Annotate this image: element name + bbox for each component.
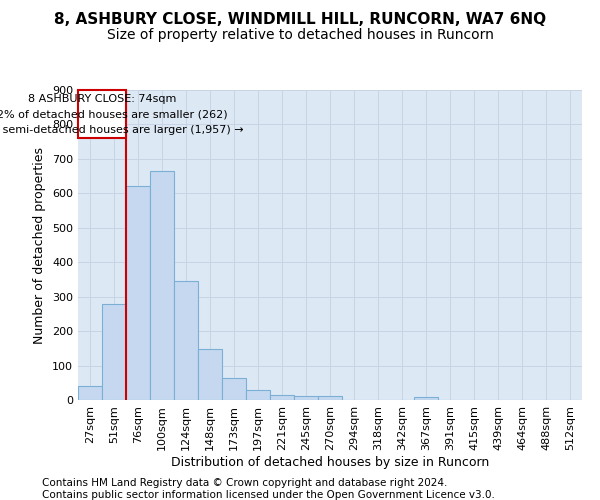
Text: ← 12% of detached houses are smaller (262): ← 12% of detached houses are smaller (26… xyxy=(0,110,227,120)
Bar xyxy=(270,395,294,400)
Bar xyxy=(198,349,222,400)
Bar xyxy=(294,396,318,400)
X-axis label: Distribution of detached houses by size in Runcorn: Distribution of detached houses by size … xyxy=(171,456,489,468)
FancyBboxPatch shape xyxy=(78,90,126,138)
Text: Contains HM Land Registry data © Crown copyright and database right 2024.: Contains HM Land Registry data © Crown c… xyxy=(42,478,448,488)
Bar xyxy=(174,281,198,400)
Bar xyxy=(246,390,270,400)
Bar xyxy=(318,396,342,400)
Y-axis label: Number of detached properties: Number of detached properties xyxy=(34,146,46,344)
Bar xyxy=(126,186,150,400)
Text: Contains public sector information licensed under the Open Government Licence v3: Contains public sector information licen… xyxy=(42,490,495,500)
Bar xyxy=(150,171,174,400)
Text: 8 ASHBURY CLOSE: 74sqm: 8 ASHBURY CLOSE: 74sqm xyxy=(28,94,176,104)
Bar xyxy=(78,386,102,400)
Bar xyxy=(102,304,126,400)
Text: 88% of semi-detached houses are larger (1,957) →: 88% of semi-detached houses are larger (… xyxy=(0,125,244,135)
Text: 8, ASHBURY CLOSE, WINDMILL HILL, RUNCORN, WA7 6NQ: 8, ASHBURY CLOSE, WINDMILL HILL, RUNCORN… xyxy=(54,12,546,28)
Bar xyxy=(222,378,246,400)
Text: Size of property relative to detached houses in Runcorn: Size of property relative to detached ho… xyxy=(107,28,493,42)
Bar xyxy=(414,397,438,400)
